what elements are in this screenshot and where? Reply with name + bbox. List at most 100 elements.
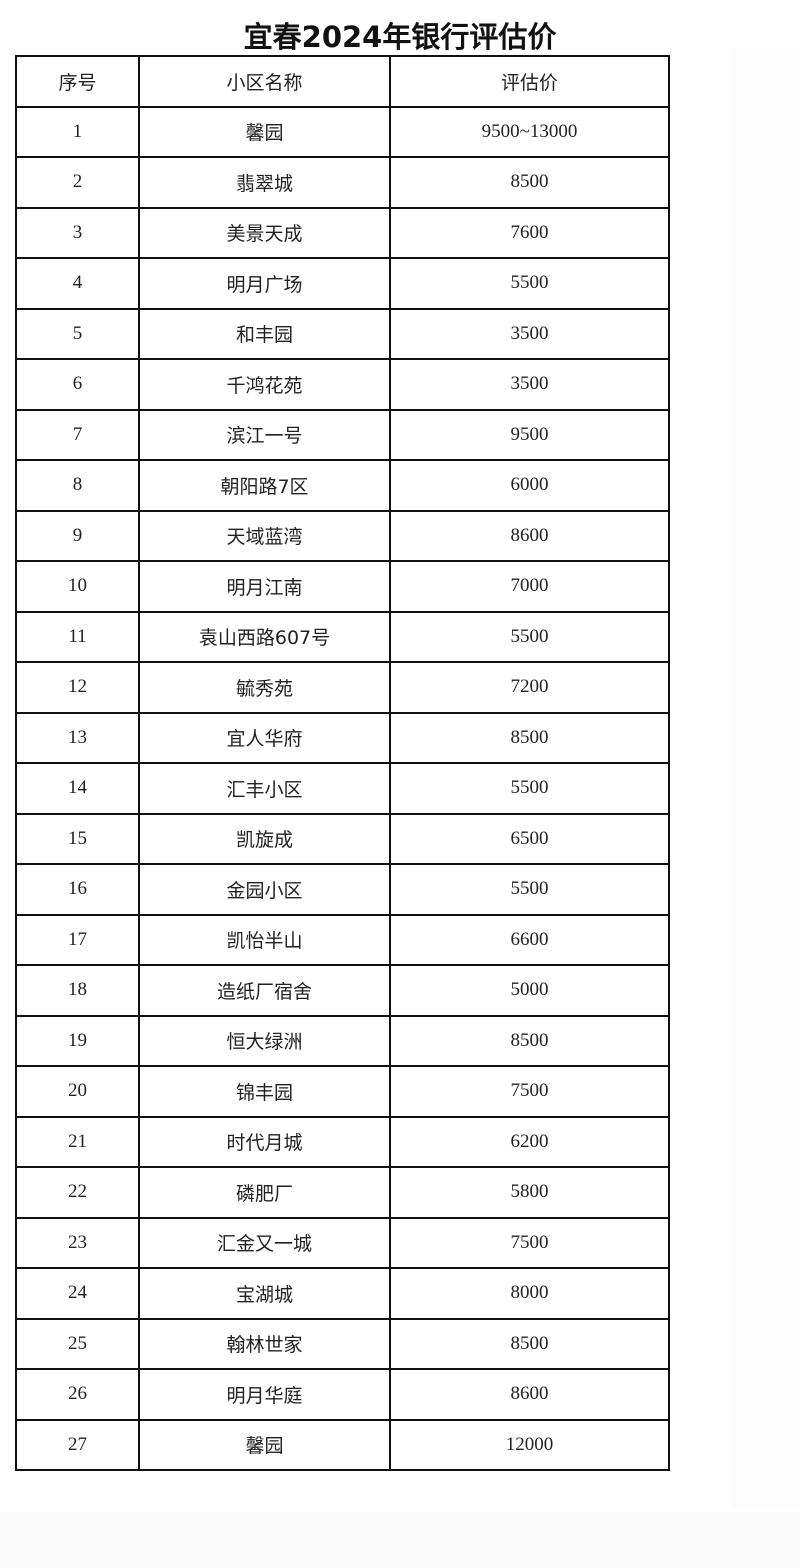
community-name: 明月江南: [138, 560, 391, 613]
row-index: 21: [15, 1115, 140, 1168]
row-index: 18: [15, 964, 140, 1017]
row-index: 13: [15, 711, 140, 764]
valuation-price: 9500: [389, 408, 670, 461]
table-row: 13 宜人华府 8500: [15, 711, 670, 764]
community-name: 朝阳路7区: [138, 459, 391, 512]
valuation-price: 8500: [389, 711, 670, 764]
community-name: 磷肥厂: [138, 1166, 391, 1219]
community-name: 汇金又一城: [138, 1216, 391, 1269]
community-name: 宜人华府: [138, 711, 391, 764]
table-row: 3 美景天成 7600: [15, 206, 670, 259]
row-index: 3: [15, 206, 140, 259]
table-row: 8 朝阳路7区 6000: [15, 459, 670, 512]
valuation-price: 5500: [389, 610, 670, 663]
table-row: 19 恒大绿洲 8500: [15, 1014, 670, 1067]
community-name: 恒大绿洲: [138, 1014, 391, 1067]
row-index: 10: [15, 560, 140, 613]
row-index: 26: [15, 1368, 140, 1421]
community-name: 凯旋成: [138, 812, 391, 865]
table-row: 15 凯旋成 6500: [15, 812, 670, 865]
valuation-price: 8600: [389, 509, 670, 562]
header-valuation: 评估价: [389, 55, 670, 108]
valuation-price: 5000: [389, 964, 670, 1017]
valuation-price: 8600: [389, 1368, 670, 1421]
row-index: 8: [15, 459, 140, 512]
community-name: 凯怡半山: [138, 913, 391, 966]
row-index: 20: [15, 1065, 140, 1118]
valuation-price: 9500~13000: [389, 105, 670, 158]
valuation-price: 6600: [389, 913, 670, 966]
valuation-price: 5800: [389, 1166, 670, 1219]
table-row: 16 金园小区 5500: [15, 863, 670, 916]
table-row: 14 汇丰小区 5500: [15, 762, 670, 815]
community-name: 时代月城: [138, 1115, 391, 1168]
table-row: 18 造纸厂宿舍 5000: [15, 964, 670, 1017]
row-index: 11: [15, 610, 140, 663]
header-community-name: 小区名称: [138, 55, 391, 108]
row-index: 16: [15, 863, 140, 916]
page-title: 宜春2024年银行评估价: [243, 20, 557, 54]
valuation-price: 7500: [389, 1065, 670, 1118]
valuation-price: 3500: [389, 358, 670, 411]
community-name: 馨园: [138, 1418, 391, 1471]
row-index: 14: [15, 762, 140, 815]
community-name: 和丰园: [138, 307, 391, 360]
valuation-price: 6200: [389, 1115, 670, 1168]
valuation-price: 8000: [389, 1267, 670, 1320]
valuation-price: 6000: [389, 459, 670, 512]
valuation-price: 6500: [389, 812, 670, 865]
table-row: 9 天域蓝湾 8600: [15, 509, 670, 562]
table-row: 2 翡翠城 8500: [15, 156, 670, 209]
row-index: 25: [15, 1317, 140, 1370]
row-index: 19: [15, 1014, 140, 1067]
table-row: 26 明月华庭 8600: [15, 1368, 670, 1421]
bottom-margin: [0, 1512, 800, 1568]
community-name: 毓秀苑: [138, 661, 391, 714]
community-name: 千鸿花苑: [138, 358, 391, 411]
row-index: 9: [15, 509, 140, 562]
row-index: 24: [15, 1267, 140, 1320]
community-name: 汇丰小区: [138, 762, 391, 815]
row-index: 17: [15, 913, 140, 966]
valuation-price: 8500: [389, 156, 670, 209]
valuation-table: 序号 小区名称 评估价 1 馨园 9500~13000 2 翡翠城 8500 3 美景天成 76…: [15, 55, 670, 1471]
community-name: 馨园: [138, 105, 391, 158]
table-row: 17 凯怡半山 6600: [15, 913, 670, 966]
row-index: 1: [15, 105, 140, 158]
table-row: 6 千鸿花苑 3500: [15, 358, 670, 411]
background-edge: [730, 48, 800, 1508]
row-index: 2: [15, 156, 140, 209]
community-name: 袁山西路607号: [138, 610, 391, 663]
header-index: 序号: [15, 55, 140, 108]
valuation-price: 5500: [389, 762, 670, 815]
valuation-price: 7000: [389, 560, 670, 613]
valuation-price: 5500: [389, 863, 670, 916]
table-row: 11 袁山西路607号 5500: [15, 610, 670, 663]
valuation-price: 3500: [389, 307, 670, 360]
valuation-price: 5500: [389, 257, 670, 310]
row-index: 23: [15, 1216, 140, 1269]
valuation-price: 8500: [389, 1014, 670, 1067]
community-name: 锦丰园: [138, 1065, 391, 1118]
community-name: 翡翠城: [138, 156, 391, 209]
table-row: 27 馨园 12000: [15, 1418, 670, 1471]
community-name: 天域蓝湾: [138, 509, 391, 562]
table-row: 4 明月广场 5500: [15, 257, 670, 310]
table-row: 5 和丰园 3500: [15, 307, 670, 360]
row-index: 6: [15, 358, 140, 411]
table-row: 7 滨江一号 9500: [15, 408, 670, 461]
table-row: 20 锦丰园 7500: [15, 1065, 670, 1118]
table-row: 10 明月江南 7000: [15, 560, 670, 613]
row-index: 7: [15, 408, 140, 461]
row-index: 12: [15, 661, 140, 714]
row-index: 4: [15, 257, 140, 310]
table-row: 23 汇金又一城 7500: [15, 1216, 670, 1269]
row-index: 27: [15, 1418, 140, 1471]
community-name: 滨江一号: [138, 408, 391, 461]
valuation-price: 7200: [389, 661, 670, 714]
table-row: 24 宝湖城 8000: [15, 1267, 670, 1320]
row-index: 22: [15, 1166, 140, 1219]
community-name: 金园小区: [138, 863, 391, 916]
valuation-table-container: 序号 小区名称 评估价 1 馨园 9500~13000 2 翡翠城 8500 3 美景天成 76…: [15, 55, 670, 1512]
community-name: 美景天成: [138, 206, 391, 259]
